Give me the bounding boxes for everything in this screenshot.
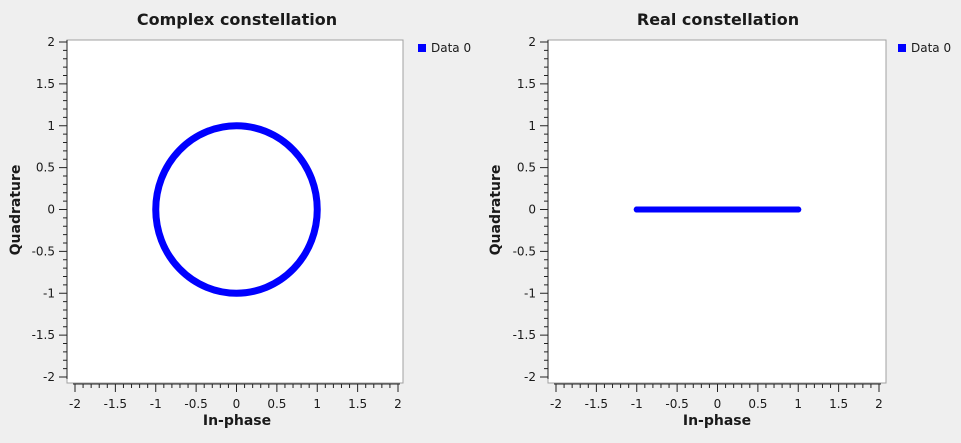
data-point — [308, 238, 315, 245]
complex-constellation-panel: Complex constellation 2 1.5 1 0.5 0 -0.5 -1 -1.… — [8, 10, 471, 429]
legend-swatch — [898, 44, 906, 52]
legend-entry: Data 0 — [431, 41, 471, 55]
data-point — [158, 238, 165, 245]
y-tick-label: -1 — [43, 286, 55, 300]
data-point — [152, 206, 159, 213]
x-tick-label: -0.5 — [665, 397, 688, 411]
x-tick-label: 0 — [233, 397, 241, 411]
legend-entry: Data 0 — [911, 41, 951, 55]
data-point — [775, 206, 782, 213]
x-tick-label: 2 — [875, 397, 883, 411]
y-tick-label: -0.5 — [513, 244, 536, 258]
x-tick-label: 1 — [313, 397, 321, 411]
x-tick-label: 1.5 — [348, 397, 367, 411]
y-axis-label: Quadrature — [488, 165, 504, 256]
y-tick-label: 0 — [47, 203, 55, 217]
x-tick-label: 0.5 — [748, 397, 767, 411]
y-tick-label: 0.5 — [36, 161, 55, 175]
data-point — [264, 129, 271, 136]
x-tick-label: -1.5 — [104, 397, 127, 411]
y-tick-label: -0.5 — [32, 244, 55, 258]
y-tick-label: 1 — [47, 119, 55, 133]
y-tick-label: -1.5 — [32, 328, 55, 342]
data-point — [674, 206, 681, 213]
chart-title: Complex constellation — [137, 10, 337, 29]
legend-swatch — [418, 44, 426, 52]
data-point — [202, 129, 209, 136]
y-tick-label: 1 — [528, 119, 536, 133]
legend[interactable]: Data 0 — [418, 41, 471, 55]
y-tick-label: -2 — [524, 370, 536, 384]
x-tick-label: 1.5 — [829, 397, 848, 411]
data-point — [734, 206, 741, 213]
x-tick-label: 1 — [794, 397, 802, 411]
data-point — [314, 206, 321, 213]
data-point — [264, 283, 271, 290]
chart-title: Real constellation — [637, 10, 799, 29]
x-tick-label: 2 — [394, 397, 402, 411]
x-tick-label: -2 — [550, 397, 562, 411]
data-point — [290, 147, 297, 154]
data-point — [176, 265, 183, 272]
data-point — [158, 174, 165, 181]
x-axis-label: In-phase — [203, 413, 271, 429]
y-tick-label: 1.5 — [36, 77, 55, 91]
legend[interactable]: Data 0 — [898, 41, 951, 55]
data-point — [714, 206, 721, 213]
data-point — [694, 206, 701, 213]
data-point — [308, 174, 315, 181]
data-point — [233, 122, 240, 129]
data-series — [152, 122, 321, 297]
y-tick-label: -1 — [524, 286, 536, 300]
real-constellation-panel: Real constellation 21.510.50-0.5-1-1.5-2… — [488, 10, 951, 429]
data-series — [633, 206, 802, 213]
data-point — [653, 206, 660, 213]
y-axis: 2 1.5 1 0.5 0 -0.5 -1 -1.5 -2 — [513, 35, 549, 384]
x-tick-label: 0.5 — [267, 397, 286, 411]
x-tick-label: -1.5 — [585, 397, 608, 411]
y-tick-label: -1.5 — [513, 328, 536, 342]
x-tick-label: -0.5 — [184, 397, 207, 411]
y-axis-label: Quadrature — [8, 165, 24, 256]
y-axis: 2 1.5 1 0.5 0 -0.5 -1 -1.5 -2 — [32, 35, 68, 384]
x-axis: -2 -1.5 -1 -0.5 0 0.5 1 1.5 2 — [69, 383, 402, 411]
data-point — [233, 290, 240, 297]
y-tick-label: -2 — [43, 370, 55, 384]
y-tick-label: 0.5 — [517, 161, 536, 175]
data-point — [290, 265, 297, 272]
x-tick-label: 0 — [714, 397, 722, 411]
data-point — [176, 147, 183, 154]
y-tick-label: 2 — [528, 35, 536, 49]
data-point — [754, 206, 761, 213]
x-axis-label: In-phase — [683, 413, 751, 429]
x-tick-label: -1 — [631, 397, 643, 411]
x-tick-label: -2 — [69, 397, 81, 411]
data-point — [202, 283, 209, 290]
data-point — [795, 206, 802, 213]
x-tick-label: -1 — [150, 397, 162, 411]
data-point — [633, 206, 640, 213]
plot-area[interactable] — [66, 39, 404, 384]
y-tick-label: 2 — [47, 35, 55, 49]
y-tick-label: 0 — [528, 203, 536, 217]
y-tick-label: 1.5 — [517, 77, 536, 91]
x-axis: -2 -1.5 -1 -0.5 0 0.5 1 1.5 2 — [550, 383, 883, 411]
